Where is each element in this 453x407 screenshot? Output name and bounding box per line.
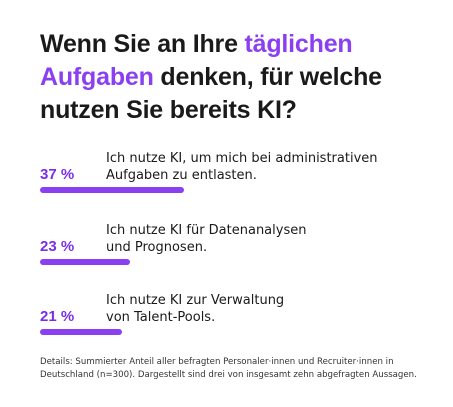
footnote-line-1: Details: Summierter Anteil aller befragt…	[40, 357, 394, 367]
category-label-line: von Talent-Pools.	[106, 310, 216, 325]
footnote-line-2: Deutschland (n=300). Dargestellt sind dr…	[40, 370, 417, 380]
category-label: Ich nutze KI für Datenanalysen und Progno…	[106, 222, 436, 256]
chart-title: Wenn Sie an Ihre täglichen Aufgaben denk…	[40, 28, 440, 127]
footnote: Details: Summierter Anteil aller befragt…	[40, 356, 440, 382]
category-label-line: Ich nutze KI zur Verwaltung	[106, 293, 285, 308]
category-label: Ich nutze KI, um mich bei administrative…	[106, 150, 436, 184]
value-label: 23 %	[40, 238, 75, 255]
category-label: Ich nutze KI zur Verwaltung von Talent-Po…	[106, 292, 436, 326]
title-part-2: denken, für welche nutzen Sie bereits KI…	[40, 63, 382, 124]
chart-row: 21 % Ich nutze KI zur Verwaltung von Talen…	[40, 290, 440, 350]
value-label: 37 %	[40, 166, 75, 183]
title-accent: täglichen Aufgaben	[40, 30, 353, 91]
bar	[40, 329, 122, 335]
chart-row: 37 % Ich nutze KI, um mich bei administra…	[40, 148, 440, 208]
category-label-line: Aufgaben zu entlasten.	[106, 168, 257, 183]
title-part-1: Wenn Sie an Ihre	[40, 30, 245, 58]
category-label-line: Ich nutze KI, um mich bei administrative…	[106, 151, 378, 166]
category-label-line: und Prognosen.	[106, 240, 208, 255]
category-label-line: Ich nutze KI für Datenanalysen	[106, 223, 307, 238]
value-label: 21 %	[40, 308, 75, 325]
bar	[40, 187, 184, 193]
bar	[40, 259, 130, 265]
chart-row: 23 % Ich nutze KI für Datenanalysen und Pr…	[40, 220, 440, 280]
